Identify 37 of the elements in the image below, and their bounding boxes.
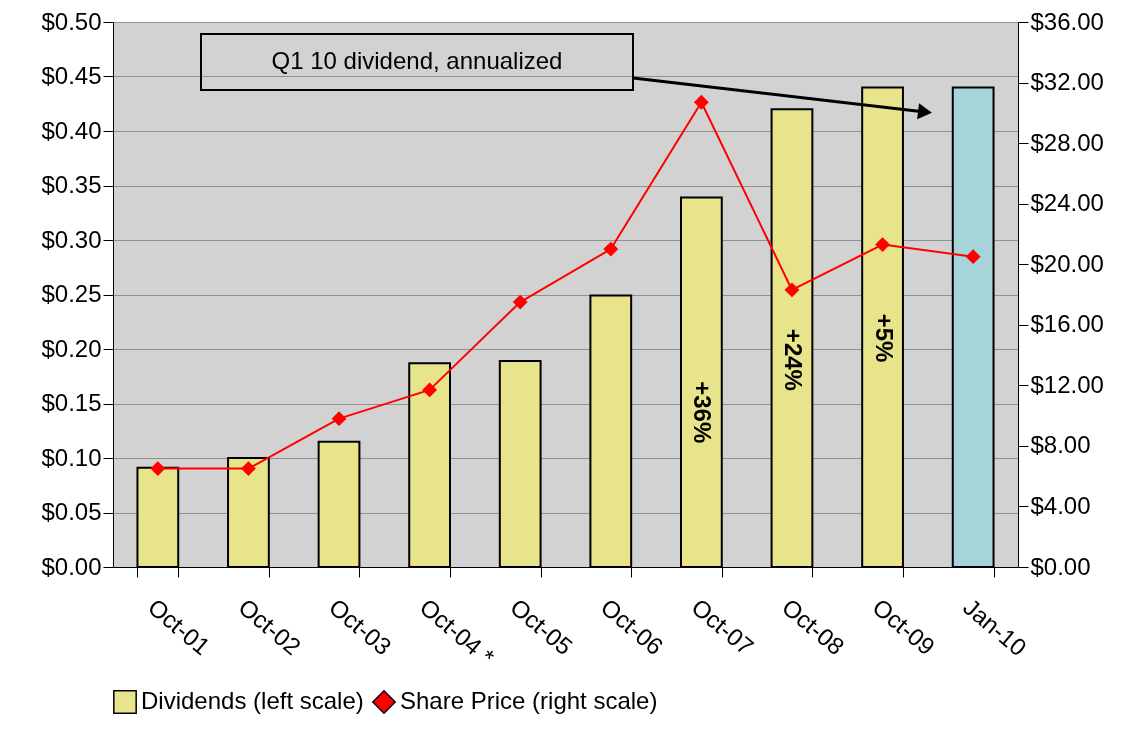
y-tick-label: $0.50 [41,7,102,35]
y-tick-label: $0.20 [41,334,102,362]
legend-label: Dividends (left scale) [141,687,364,714]
annotation: +36% [689,381,717,444]
annotation: +24% [779,328,807,391]
annotation: +5% [870,313,898,363]
point [150,461,166,477]
point [512,294,528,310]
y2-tick-label: $28.00 [1030,128,1104,156]
y-tick-label: $0.10 [41,443,102,471]
point [875,237,890,252]
y-tick-label: $0.45 [41,62,102,89]
y2-tick-label: $20.00 [1030,249,1104,277]
y2-tick-label: $32.00 [1030,68,1104,96]
point [965,249,981,265]
point [784,282,800,298]
y2-tick-label: $36.00 [1030,7,1104,35]
point [331,411,347,427]
annotation: Q1 10 dividend, annualized [271,47,563,74]
point [603,241,619,257]
y2-tick-label: $16.00 [1030,310,1104,338]
y2-tick-label: $24.00 [1030,189,1104,217]
y2-tick-label: $8.00 [1030,431,1091,459]
y-tick-label: $0.30 [41,225,102,253]
y-tick-label: $0.40 [41,116,102,144]
point [693,94,709,110]
y2-tick-label: $0.00 [1030,552,1091,580]
y2-tick-label: $4.00 [1030,491,1091,519]
legend-label: Share Price (right scale) [400,687,658,714]
y-tick-label: $0.00 [41,552,102,580]
y-tick-label: $0.25 [41,280,102,307]
y2-tick-label: $12.00 [1030,370,1104,398]
y-tick-label: $0.15 [41,389,102,416]
point [241,461,256,477]
y-tick-label: $0.35 [41,171,102,198]
y-tick-label: $0.05 [41,498,102,525]
point [422,382,438,398]
